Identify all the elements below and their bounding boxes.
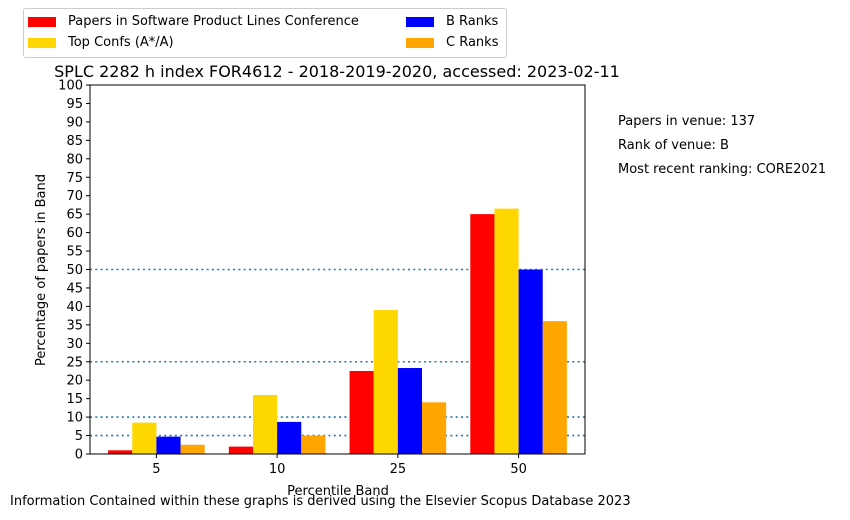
bar: [373, 310, 398, 454]
bars: [108, 208, 567, 454]
bar: [228, 446, 253, 454]
bar: [349, 370, 374, 454]
y-tick-label: 75: [66, 171, 83, 186]
y-tick-label: 15: [66, 392, 83, 407]
x-axis-label: Percentile Band: [287, 484, 389, 499]
data-source-footer: Information Contained within these graph…: [10, 494, 631, 509]
papers-in-venue: Papers in venue: 137: [618, 114, 756, 129]
legend-swatch: [28, 16, 56, 27]
x-tick-label: 10: [269, 462, 286, 477]
venue-info: Papers in venue: 137 Rank of venue: B Mo…: [618, 110, 826, 182]
legend-swatch: [406, 16, 434, 27]
legend-label: Top Confs (A*/A): [68, 35, 174, 50]
y-tick-label: 30: [66, 337, 83, 352]
legend-item-b-ranks: B Ranks: [406, 14, 498, 29]
x-axis-ticks: 5 10 25 50: [152, 454, 527, 477]
legend-label: Papers in Software Product Lines Confere…: [68, 14, 359, 29]
y-tick-label: 50: [66, 263, 83, 278]
y-axis-ticks: 0 5 10 15 20 25 30 35 40 45 50 55 60 65 70 75 80 85 90 95 10…: [58, 79, 90, 463]
bar: [397, 368, 423, 454]
rank-of-venue: Rank of venue: B: [618, 138, 729, 153]
bar: [132, 422, 157, 454]
legend: Papers in Software Product Lines Confere…: [23, 8, 507, 58]
y-tick-label: 35: [66, 318, 83, 333]
legend-item-papers: Papers in Software Product Lines Confere…: [28, 14, 359, 29]
y-tick-label: 70: [66, 189, 83, 204]
y-tick-label: 60: [66, 226, 83, 241]
legend-label: B Ranks: [446, 14, 499, 29]
y-tick-label: 85: [66, 134, 83, 149]
y-tick-label: 5: [75, 429, 83, 444]
y-tick-label: 20: [66, 374, 83, 389]
y-tick-label: 45: [66, 281, 83, 296]
y-tick-label: 95: [66, 97, 83, 112]
bar: [494, 208, 519, 454]
y-tick-label: 25: [66, 355, 83, 370]
y-tick-label: 100: [58, 79, 83, 94]
bar: [422, 402, 447, 454]
bar: [518, 269, 543, 454]
legend-swatch: [28, 37, 56, 48]
chart-title: SPLC 2282 h index FOR4612 - 2018-2019-20…: [54, 62, 620, 81]
legend-item-c-ranks: C Ranks: [406, 35, 498, 50]
y-tick-label: 55: [66, 245, 83, 260]
bar: [542, 321, 567, 454]
y-tick-label: 90: [66, 115, 83, 130]
most-recent-ranking: Most recent ranking: CORE2021: [618, 162, 827, 177]
legend-label: C Ranks: [446, 35, 499, 50]
legend-item-top-confs: Top Confs (A*/A): [28, 35, 174, 50]
bar: [156, 436, 181, 454]
bar: [470, 214, 495, 454]
legend-swatch: [406, 37, 434, 48]
y-axis-label: Percentage of papers in Band: [34, 174, 49, 366]
x-tick-label: 50: [510, 462, 527, 477]
x-tick-label: 5: [152, 462, 160, 477]
y-tick-label: 10: [66, 411, 83, 426]
y-tick-label: 65: [66, 208, 83, 223]
bar: [252, 394, 278, 454]
y-tick-label: 40: [66, 300, 83, 315]
y-tick-label: 0: [75, 448, 83, 463]
bar: [277, 421, 302, 454]
x-tick-label: 25: [390, 462, 407, 477]
bar: [180, 444, 205, 454]
bar: [301, 435, 326, 454]
y-tick-label: 80: [66, 152, 83, 167]
bar: [108, 450, 133, 454]
